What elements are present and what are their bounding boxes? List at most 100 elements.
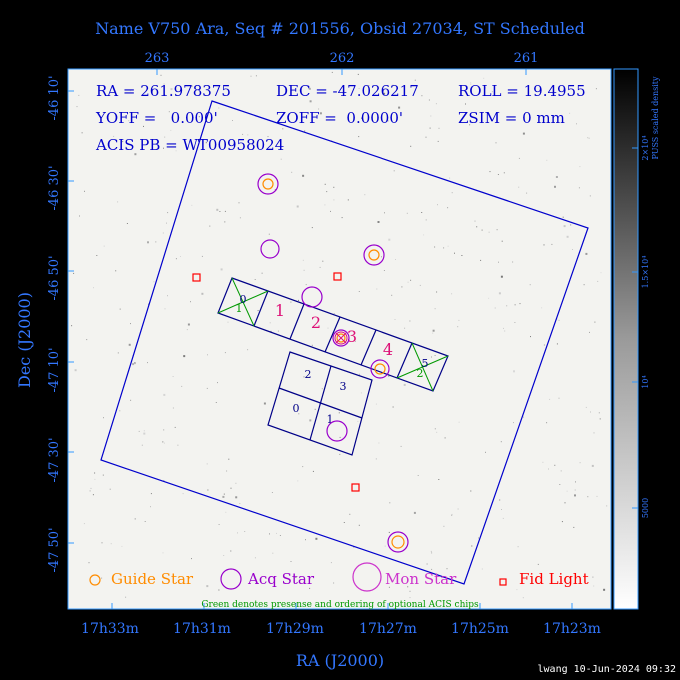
background-star [598, 412, 600, 414]
background-star [501, 240, 503, 242]
background-star [425, 219, 427, 221]
acis-i-chip-label: 3 [340, 380, 347, 393]
axis-ticks [68, 69, 573, 609]
background-star [585, 406, 587, 408]
background-star [330, 210, 331, 212]
background-star [239, 217, 241, 219]
background-star [392, 406, 394, 408]
x-axis-label: RA (J2000) [296, 651, 384, 670]
background-star [298, 413, 300, 415]
background-star [215, 402, 217, 403]
background-star [579, 166, 581, 168]
background-star [269, 533, 270, 535]
acq-star-marker [363, 244, 385, 266]
background-star [451, 513, 453, 515]
dec-tick-label: -46 50' [47, 255, 62, 300]
field-of-view-outline [100, 100, 589, 585]
background-star [404, 327, 406, 329]
ra-top-tick-label: 263 [145, 51, 170, 66]
background-star [388, 586, 390, 588]
background-star [430, 550, 432, 552]
background-star [500, 441, 502, 443]
background-star [174, 426, 176, 428]
background-star [201, 255, 203, 257]
background-star [230, 487, 232, 489]
optional-chip-order: 2 [417, 367, 424, 380]
background-star [387, 120, 389, 122]
background-star [376, 288, 378, 290]
background-star [434, 246, 436, 248]
background-star [128, 120, 130, 122]
background-star [444, 437, 446, 439]
info-zoff: ZOFF = 0.0000' [276, 109, 403, 127]
background-star [364, 194, 366, 196]
guide-star-marker [368, 249, 380, 261]
background-star [563, 225, 566, 228]
legend-mon-icon [352, 562, 382, 592]
background-star [589, 331, 590, 333]
background-star [587, 137, 589, 139]
background-star [554, 464, 556, 466]
background-star [257, 310, 259, 312]
background-star [162, 232, 164, 234]
background-star [207, 354, 208, 356]
colorbar-tick-label: 2×10⁴ [641, 135, 650, 160]
background-star [431, 552, 433, 554]
background-star [556, 343, 558, 345]
background-star [263, 402, 266, 405]
background-star [88, 562, 90, 564]
background-star [357, 73, 359, 75]
aimpoint-marker [334, 331, 348, 345]
background-star [388, 238, 391, 241]
background-star [103, 417, 104, 419]
background-star [172, 407, 174, 409]
info-dec: DEC = -47.026217 [276, 82, 419, 100]
background-star [224, 352, 226, 354]
background-star [389, 502, 391, 504]
background-star [162, 552, 164, 554]
background-star [566, 235, 569, 238]
ra-bottom-tick-label: 17h25m [451, 621, 509, 637]
background-star [587, 496, 589, 498]
background-star [247, 144, 249, 146]
background-star [303, 376, 305, 378]
background-star [324, 204, 326, 206]
background-star [312, 470, 314, 472]
background-star [434, 355, 436, 356]
background-star [128, 343, 131, 346]
background-star [182, 577, 184, 579]
background-star [330, 562, 332, 564]
background-star [406, 212, 408, 214]
guide-star-marker [391, 535, 405, 549]
background-star [488, 231, 490, 233]
background-star [478, 537, 479, 539]
background-star [180, 256, 181, 257]
background-star [497, 174, 499, 175]
background-star [592, 576, 594, 578]
acis-s-chip-label: 3 [347, 327, 357, 346]
background-star [333, 199, 335, 201]
background-star [432, 332, 434, 334]
background-star [270, 330, 272, 332]
background-star [461, 255, 463, 256]
background-star [298, 299, 299, 301]
info-block: RA = 261.978375 DEC = -47.026217 ROLL = … [95, 82, 586, 154]
background-star [163, 393, 166, 396]
background-star [261, 272, 263, 274]
background-star [457, 508, 459, 510]
background-star [339, 453, 341, 455]
background-star [163, 83, 165, 85]
background-star [302, 259, 304, 261]
legend-guide-label: Guide Star [111, 570, 194, 588]
background-star [101, 542, 103, 544]
info-zsim: ZSIM = 0 mm [458, 109, 565, 127]
background-star [308, 87, 311, 90]
acq-star-marker [260, 239, 280, 259]
background-star [407, 586, 409, 588]
background-star [279, 535, 281, 536]
ra-top-tick-label: 261 [514, 51, 539, 66]
background-star [499, 499, 501, 501]
background-star [163, 147, 164, 149]
background-star [244, 531, 246, 532]
background-star [164, 136, 166, 138]
